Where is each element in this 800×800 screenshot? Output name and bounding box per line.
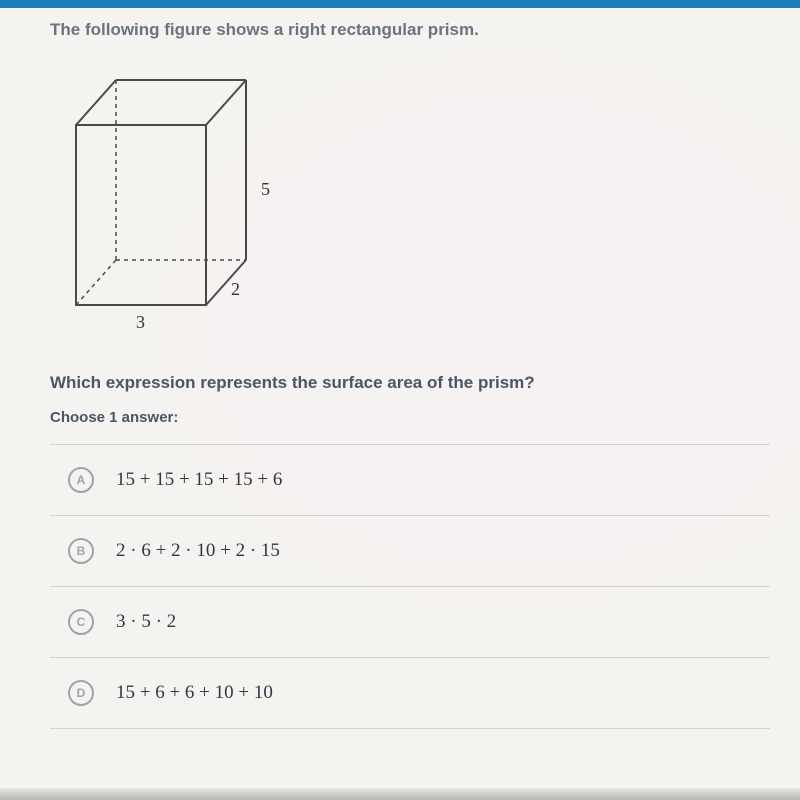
option-letter-circle: C (68, 609, 94, 635)
question-intro-text: The following figure shows a right recta… (50, 20, 770, 40)
option-expression: 3 · 5 · 2 (116, 611, 176, 633)
question-prompt-text: Which expression represents the surface … (50, 373, 770, 393)
top-accent-bar (0, 0, 800, 8)
option-letter-circle: A (68, 467, 94, 493)
answer-option-b[interactable]: B 2 · 6 + 2 · 10 + 2 · 15 (50, 515, 770, 586)
option-letter-circle: B (68, 538, 94, 564)
answer-option-a[interactable]: A 15 + 15 + 15 + 15 + 6 (50, 444, 770, 515)
prism-edge (76, 80, 116, 125)
prism-figure: 5 2 3 (56, 60, 770, 345)
answer-option-d[interactable]: D 15 + 6 + 6 + 10 + 10 (50, 657, 770, 729)
option-letter-circle: D (68, 680, 94, 706)
choose-instruction: Choose 1 answer: (50, 409, 770, 426)
prism-edge (206, 260, 246, 305)
prism-front-face (76, 125, 206, 305)
bottom-shadow (0, 788, 800, 800)
answer-option-c[interactable]: C 3 · 5 · 2 (50, 586, 770, 657)
option-expression: 15 + 6 + 6 + 10 + 10 (116, 682, 273, 704)
answer-options-list: A 15 + 15 + 15 + 15 + 6 B 2 · 6 + 2 · 10… (50, 444, 770, 729)
width-label: 3 (136, 312, 145, 332)
prism-hidden-edge (76, 260, 116, 305)
content-area: The following figure shows a right recta… (0, 8, 800, 729)
option-expression: 2 · 6 + 2 · 10 + 2 · 15 (116, 540, 280, 562)
depth-label: 2 (231, 279, 240, 299)
option-expression: 15 + 15 + 15 + 15 + 6 (116, 469, 282, 491)
height-label: 5 (261, 179, 270, 199)
prism-edge (206, 80, 246, 125)
